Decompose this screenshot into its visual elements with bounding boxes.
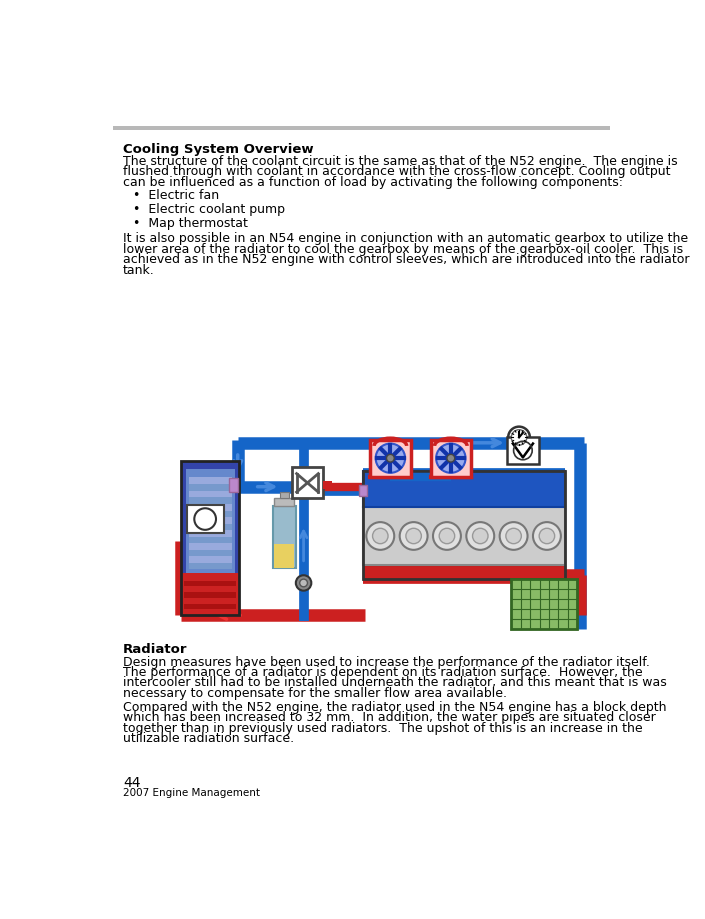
Circle shape [506, 528, 522, 544]
Text: •  Electric coolant pump: • Electric coolant pump [133, 203, 285, 216]
Text: can be influenced as a function of load by activating the following components:: can be influenced as a function of load … [123, 176, 623, 188]
Bar [113, 127, 610, 131]
Text: The structure of the coolant circuit is the same as that of the N52 engine.  The: The structure of the coolant circuit is … [123, 155, 678, 168]
Text: The performance of a radiator is dependent on its radiation surface.  However, t: The performance of a radiator is depende… [123, 665, 643, 678]
Bar [363, 508, 565, 565]
Bar [189, 477, 231, 570]
Bar [280, 493, 289, 499]
Bar [189, 550, 231, 556]
Bar [181, 573, 239, 616]
Bar [189, 498, 231, 505]
Circle shape [367, 523, 394, 550]
Text: M: M [200, 513, 211, 526]
Bar [229, 479, 238, 493]
Bar [360, 485, 367, 496]
Circle shape [511, 430, 527, 446]
Bar [363, 471, 565, 508]
Circle shape [447, 455, 455, 462]
Bar [181, 461, 239, 616]
Circle shape [533, 523, 561, 550]
Bar [186, 470, 235, 573]
Circle shape [472, 528, 488, 544]
Circle shape [406, 528, 422, 544]
Bar [273, 506, 296, 568]
Bar [189, 524, 231, 530]
Text: lower area of the radiator to cool the gearbox by means of the gearbox-oil coole: lower area of the radiator to cool the g… [123, 243, 683, 255]
Text: 2007 Engine Management: 2007 Engine Management [123, 788, 260, 797]
Text: necessary to compensate for the smaller flow area available.: necessary to compensate for the smaller … [123, 686, 507, 699]
Bar [184, 593, 236, 598]
Bar [507, 438, 539, 464]
Text: 44: 44 [123, 776, 140, 789]
Circle shape [436, 444, 465, 473]
Text: which has been increased to 32 mm.  In addition, the water pipes are situated cl: which has been increased to 32 mm. In ad… [123, 710, 656, 723]
Bar [189, 485, 231, 491]
Circle shape [508, 427, 530, 448]
Text: Compared with the N52 engine, the radiator used in the N54 engine has a block de: Compared with the N52 engine, the radiat… [123, 700, 666, 713]
Circle shape [376, 444, 405, 473]
Bar [189, 511, 231, 517]
Bar [363, 565, 565, 580]
Bar [370, 440, 410, 477]
Text: together than in previously used radiators.  The upshot of this is an increase i: together than in previously used radiato… [123, 721, 643, 734]
Circle shape [539, 528, 555, 544]
Bar [187, 505, 223, 533]
Text: •  Electric fan: • Electric fan [133, 189, 219, 202]
Circle shape [400, 523, 427, 550]
Text: Radiator: Radiator [123, 642, 188, 655]
Bar [431, 440, 471, 477]
Text: utilizable radiation surface.: utilizable radiation surface. [123, 732, 294, 744]
Text: Cooling System Overview: Cooling System Overview [123, 142, 314, 155]
Bar [189, 563, 231, 570]
Bar [189, 538, 231, 543]
Text: intercooler still had to be installed underneath the radiator, and this meant th: intercooler still had to be installed un… [123, 675, 667, 688]
Text: •  Map thermostat: • Map thermostat [133, 217, 248, 230]
Circle shape [500, 523, 527, 550]
Bar [274, 499, 294, 506]
Circle shape [433, 523, 461, 550]
Text: tank.: tank. [123, 264, 155, 277]
Bar [323, 482, 332, 490]
Text: flushed through with coolant in accordance with the cross-flow concept. Cooling : flushed through with coolant in accordan… [123, 165, 670, 178]
Bar [184, 581, 236, 586]
Circle shape [296, 575, 312, 591]
Circle shape [372, 528, 388, 544]
Circle shape [439, 528, 455, 544]
Bar [274, 545, 294, 568]
Bar [511, 580, 577, 630]
Circle shape [195, 509, 216, 530]
Circle shape [300, 580, 307, 587]
Bar [292, 468, 323, 499]
Circle shape [466, 523, 494, 550]
Circle shape [386, 455, 394, 462]
Bar [363, 471, 565, 580]
Bar [184, 604, 236, 609]
Text: It is also possible in an N54 engine in conjunction with an automatic gearbox to: It is also possible in an N54 engine in … [123, 233, 688, 245]
Text: Design measures have been used to increase the performance of the radiator itsel: Design measures have been used to increa… [123, 655, 650, 668]
Text: achieved as in the N52 engine with control sleeves, which are introduced into th: achieved as in the N52 engine with contr… [123, 253, 689, 266]
Bar [181, 461, 239, 616]
